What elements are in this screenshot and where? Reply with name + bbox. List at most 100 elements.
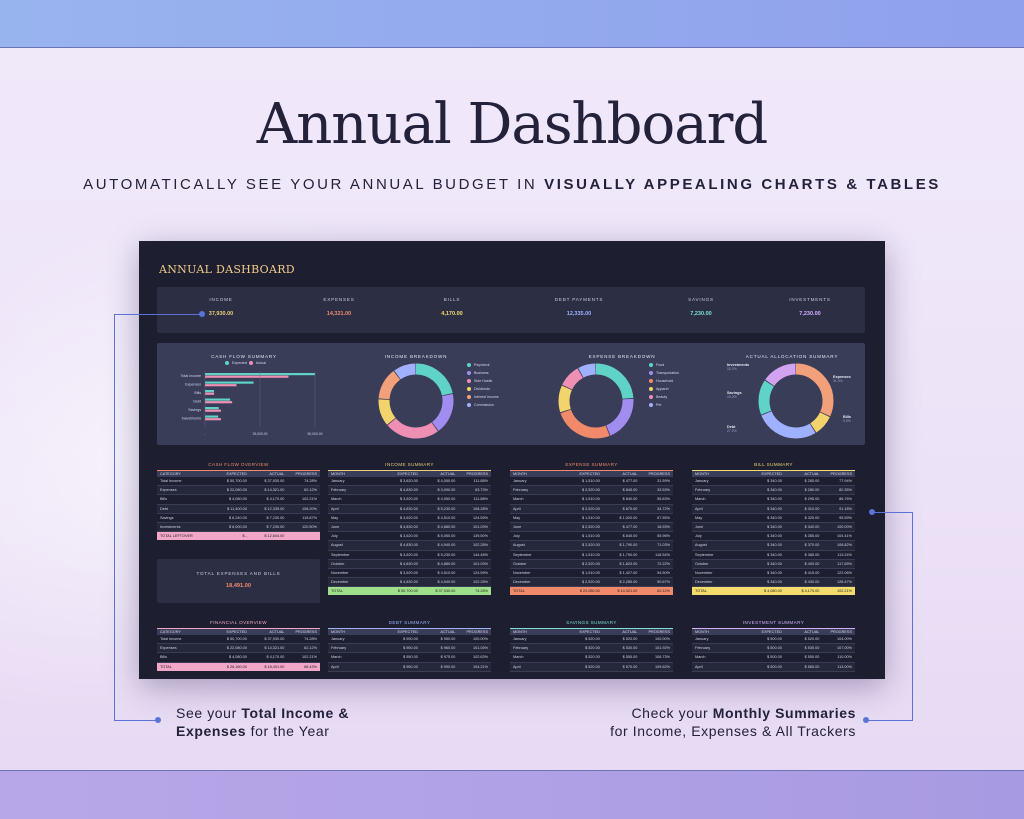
table-cell: $ 340.00 (804, 524, 820, 529)
table-cell: December (513, 580, 531, 585)
kpi-label: DEBT PAYMENTS (554, 297, 604, 302)
table-row: April $ 950.00 $ 990.00 104.21% (328, 662, 491, 672)
table-cell: February (513, 488, 529, 493)
table-row: January $ 500.00 $ 520.00 104.00% (692, 635, 855, 645)
table-header: MONTH EXPECTED ACTUAL PROGRESS (510, 470, 673, 477)
table-cell: $ 14,321.00 (617, 589, 638, 594)
table-cell: June (331, 524, 340, 529)
table-cell: 100.00% (654, 637, 670, 641)
table-title: INCOME SUMMARY (385, 462, 434, 467)
table-row: February $ 4,830.00 $ 3,090.00 63.73% (328, 486, 491, 496)
table-cell: $ 875.00 (622, 506, 638, 511)
table-cell: January (695, 637, 709, 641)
table-cell: 67.55% (657, 515, 670, 520)
charts-panel: CASH FLOW SUMMARY Expected Actual Total … (157, 343, 865, 445)
legend-item: Side Hustle (467, 379, 492, 384)
axis-tick-label: 25,000.00 (252, 432, 267, 436)
bar-expected (205, 415, 219, 418)
table-cell: November (695, 570, 713, 575)
cashflow-chart-title: CASH FLOW SUMMARY (211, 354, 277, 359)
table-cell: Bills (160, 655, 167, 660)
table-row: September $ 1,510.00 $ 1,790.00 118.54% (510, 551, 673, 560)
table-cell: November (331, 570, 349, 575)
table-row: July $ 340.00 $ 355.00 104.41% (692, 532, 855, 542)
column-header: ACTUAL (804, 472, 820, 476)
column-header: PROGRESS (466, 472, 488, 476)
bar-expected (205, 381, 254, 384)
column-header: PROGRESS (295, 472, 317, 476)
table-cell: $ 2,520.00 (581, 580, 600, 585)
table-row: June $ 4,830.00 $ 4,880.00 101.03% (328, 522, 491, 533)
table-row: January $ 3,620.00 $ 4,050.00 111.88% (328, 477, 491, 487)
table-row: March $ 3,620.00 $ 4,050.00 111.88% (328, 495, 491, 505)
table-cell (287, 532, 320, 540)
cashflow-bar-chart: Total Income Expenses Bills Debt Savings Inve… (181, 371, 323, 436)
table-cashflow: CASH FLOW OVERVIEW CATEGORY EXPECTED ACTUAL… (157, 460, 320, 541)
column-header: EXPECTED (761, 472, 782, 476)
callout-left-text: See your Total Income & Expenses for the … (176, 705, 350, 739)
table-cell: $ 4,880.00 (437, 561, 456, 566)
table-cell: $ 340.00 (767, 552, 782, 557)
table-cell: $ 3,090.00 (437, 488, 456, 493)
table-cell: $ 840.00 (622, 497, 638, 502)
table-cell: TOTAL (160, 664, 172, 669)
legend-expected: Expected (225, 361, 247, 366)
table-cell: February (331, 646, 347, 651)
table-cell: $ 14,321.00 (264, 646, 285, 651)
table-cell: $ 4,170.00 (266, 497, 285, 502)
table-cell: 117.65% (837, 561, 852, 566)
table-row: Savings $ 6,240.00 $ 7,230.00 115.87% (157, 514, 320, 523)
table-cell: $ 340.00 (767, 497, 782, 502)
table-cell: $ 950.00 (440, 637, 456, 641)
table-cell: $ 2,520.00 (581, 524, 600, 529)
table-row: December $ 340.00 $ 430.00 126.47% (692, 578, 855, 588)
table-cell: January (513, 637, 527, 641)
donut-slice-side-hustle (378, 363, 454, 439)
table-row: September $ 3,620.00 $ 5,230.00 144.48% (328, 551, 491, 560)
table-cell: February (695, 646, 711, 651)
table-cell: 100.00% (836, 524, 852, 529)
table-cell: November (513, 570, 531, 575)
table-cell: 86.76% (839, 497, 852, 502)
table-row: January $ 950.00 $ 950.00 100.00% (328, 635, 491, 645)
table-cell: December (695, 580, 713, 585)
table-cell: $ 340.00 (767, 543, 782, 548)
table-title: SAVINGS SUMMARY (566, 620, 617, 625)
table-cell: $ 4,830.00 (399, 543, 418, 548)
table-cell: 106.73% (654, 655, 670, 660)
table-cell: January (695, 479, 709, 483)
donut-slice-apparel (558, 363, 634, 439)
table-cell: 108.82% (836, 543, 852, 548)
table-cell: August (695, 543, 707, 548)
table-row: August $ 2,520.00 $ 1,790.00 71.03% (510, 541, 673, 551)
table-title: INVESTMENT SUMMARY (742, 620, 805, 625)
table-cell: $ 26,160.00 (226, 664, 247, 669)
table-cell: $ 265.00 (804, 479, 820, 483)
table-cell: 115.87% (302, 515, 317, 520)
table-cell: $ 1,510.00 (581, 515, 600, 520)
table-cell: July (331, 534, 338, 539)
table-cell: $ 385.00 (804, 552, 820, 557)
legend-item: Transportation (649, 371, 679, 376)
table-cell: $ 950.00 (403, 637, 418, 641)
table-cell: $ 4,080.00 (228, 497, 247, 502)
table-row: January $ 520.00 $ 520.00 100.00% (510, 635, 673, 645)
table-cell: Bills (160, 497, 167, 502)
table-header: CATEGORY EXPECTED ACTUAL PROGRESS (157, 628, 320, 635)
table-cell: 63.73% (475, 488, 488, 493)
bar-actual (205, 375, 289, 378)
table-cell: $ 4,830.00 (399, 488, 418, 493)
kpi-savings: SAVINGS 7,230.00 (656, 297, 746, 317)
table-cell: $ 500.00 (767, 637, 782, 641)
kpi-value: 14,321.00 (326, 311, 352, 317)
callout-line-right-foot (866, 720, 913, 721)
kpi-value: 12,335.00 (566, 311, 592, 317)
bottom-band (0, 770, 1024, 819)
table-row: January $ 340.00 $ 265.00 77.94% (692, 477, 855, 487)
table-row: April $ 340.00 $ 310.00 91.18% (692, 504, 855, 514)
column-header: PROGRESS (830, 472, 852, 476)
bar-category-label: Expenses (185, 383, 201, 387)
table-header: MONTH EXPECTED ACTUAL PROGRESS (692, 628, 855, 635)
table-cell: $ 520.00 (585, 646, 600, 651)
bar-actual (205, 384, 237, 387)
